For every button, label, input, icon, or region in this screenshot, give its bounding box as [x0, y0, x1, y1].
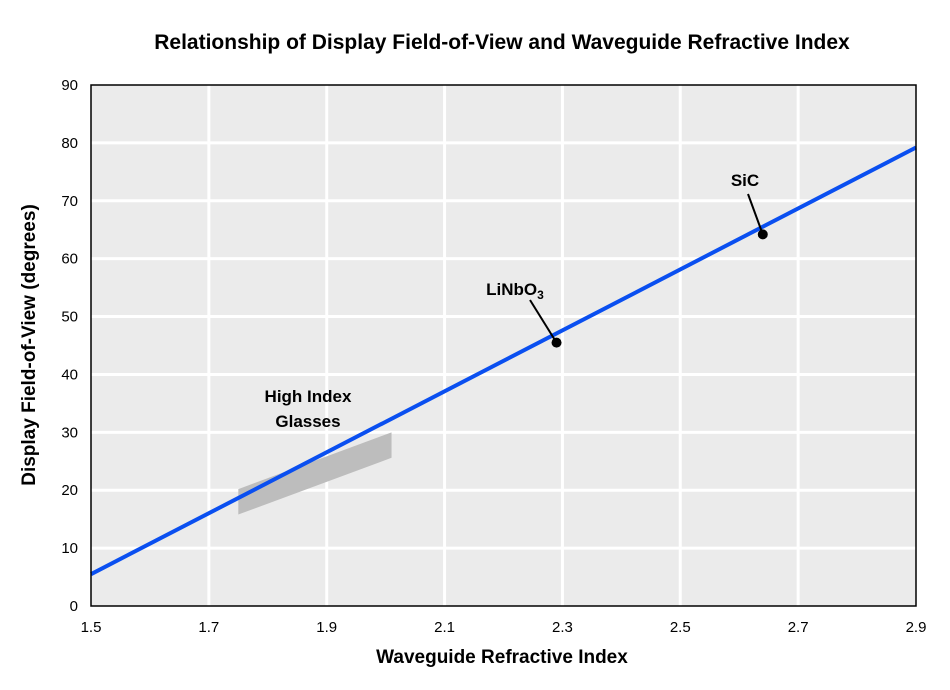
- label-linbo3: LiNbO3: [486, 280, 544, 302]
- x-tick-labels: 1.5 1.7 1.9 2.1 2.3 2.5 2.7 2.9: [81, 619, 927, 636]
- high-index-band: High Index Glasses: [238, 387, 392, 515]
- x-axis-label: Waveguide Refractive Index: [376, 647, 628, 668]
- point-sic: [757, 229, 768, 240]
- label-sic: SiC: [731, 171, 759, 190]
- grid: [91, 85, 916, 606]
- y-tick-label: 30: [61, 424, 78, 441]
- y-tick-label: 40: [61, 366, 78, 383]
- y-tick-label: 70: [61, 193, 78, 210]
- series: [90, 145, 917, 576]
- y-tick-labels: 0 10 20 30 40 50 60 70 80 90: [61, 77, 78, 615]
- annotations: LiNbO3 SiC: [486, 171, 768, 348]
- leader-line-linbo3: [529, 299, 558, 344]
- band-label-line2: Glasses: [275, 412, 340, 431]
- x-tick-label: 2.3: [552, 619, 573, 636]
- y-axis-label: Display Field-of-View (degrees): [19, 204, 40, 486]
- y-tick-label: 50: [61, 309, 78, 326]
- x-tick-label: 2.1: [434, 619, 455, 636]
- y-tick-label: 10: [61, 540, 78, 557]
- y-tick-label: 60: [61, 251, 78, 268]
- band-label-line1: High Index: [265, 387, 352, 406]
- x-tick-label: 2.9: [906, 619, 927, 636]
- y-tick-label: 90: [61, 77, 78, 94]
- x-tick-label: 2.5: [670, 619, 691, 636]
- series-line: [90, 145, 917, 576]
- plot-frame: [90, 84, 917, 607]
- y-tick-label: 0: [70, 598, 78, 615]
- x-tick-label: 2.7: [788, 619, 809, 636]
- y-tick-label: 80: [61, 135, 78, 152]
- plot-area: [91, 85, 916, 606]
- x-tick-label: 1.7: [198, 619, 219, 636]
- chart-title: Relationship of Display Field-of-View an…: [154, 31, 850, 54]
- x-tick-label: 1.5: [81, 619, 102, 636]
- point-linbo3: [551, 337, 562, 348]
- x-tick-label: 1.9: [316, 619, 337, 636]
- y-tick-label: 20: [61, 482, 78, 499]
- band-shape: [238, 432, 392, 515]
- leader-line-sic: [747, 193, 764, 235]
